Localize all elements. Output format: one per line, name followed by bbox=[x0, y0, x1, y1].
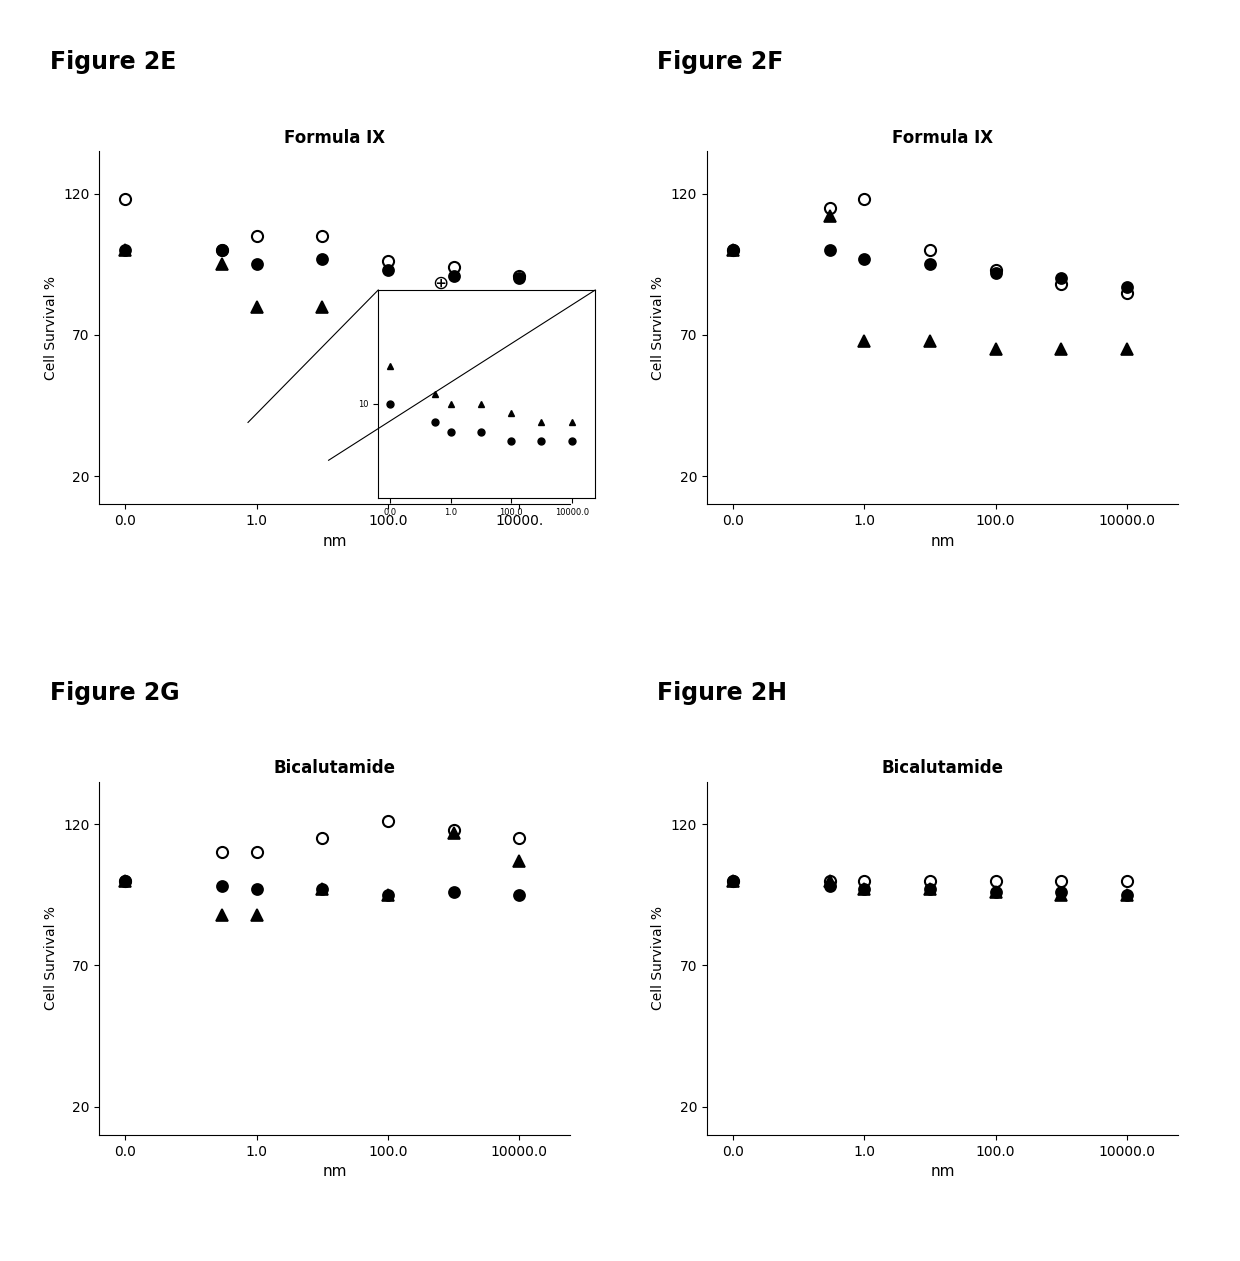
Title: Bicalutamide: Bicalutamide bbox=[882, 759, 1003, 778]
Text: Figure 2H: Figure 2H bbox=[657, 681, 787, 705]
Text: ⊕: ⊕ bbox=[432, 274, 449, 294]
Y-axis label: Cell Survival %: Cell Survival % bbox=[651, 907, 665, 1010]
Y-axis label: Cell Survival %: Cell Survival % bbox=[651, 276, 665, 380]
Y-axis label: Cell Survival %: Cell Survival % bbox=[43, 907, 57, 1010]
Title: Formula IX: Formula IX bbox=[892, 129, 993, 148]
Text: Figure 2G: Figure 2G bbox=[50, 681, 180, 705]
Text: Figure 2E: Figure 2E bbox=[50, 50, 176, 74]
X-axis label: nm: nm bbox=[930, 533, 955, 549]
X-axis label: nm: nm bbox=[322, 533, 347, 549]
X-axis label: nm: nm bbox=[930, 1164, 955, 1179]
X-axis label: nm: nm bbox=[322, 1164, 347, 1179]
Y-axis label: Cell Survival %: Cell Survival % bbox=[43, 276, 57, 380]
Title: Formula IX: Formula IX bbox=[284, 129, 386, 148]
Title: Bicalutamide: Bicalutamide bbox=[274, 759, 396, 778]
Text: Figure 2F: Figure 2F bbox=[657, 50, 784, 74]
